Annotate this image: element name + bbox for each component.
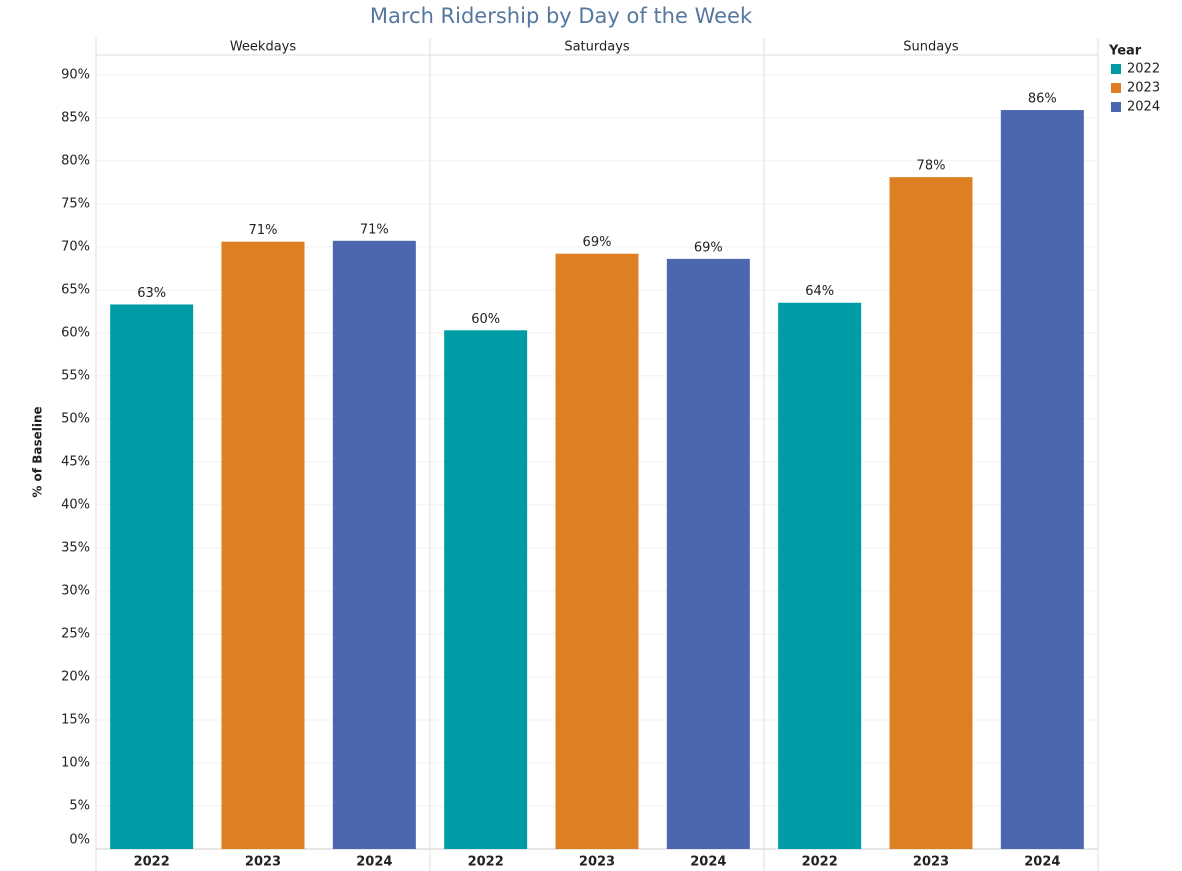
- legend-label: 2022: [1127, 62, 1160, 77]
- bar: [110, 304, 194, 849]
- y-tick-label: 10%: [61, 755, 90, 770]
- x-tick-label: 2024: [356, 855, 392, 870]
- y-axis-title: % of Baseline: [31, 406, 45, 497]
- legend-label: 2024: [1127, 100, 1160, 115]
- value-label: 69%: [694, 240, 723, 255]
- y-tick-label: 0%: [69, 833, 90, 848]
- value-label: 64%: [805, 284, 834, 299]
- y-tick-label: 65%: [61, 282, 90, 297]
- bar: [444, 330, 528, 850]
- x-tick-label: 2023: [579, 855, 615, 870]
- x-tick-label: 2023: [245, 855, 281, 870]
- legend-swatch: [1111, 64, 1121, 74]
- x-tick-label: 2023: [913, 855, 949, 870]
- x-tick-label: 2022: [134, 855, 170, 870]
- x-tick-label: 2024: [690, 855, 726, 870]
- y-tick-label: 75%: [61, 196, 90, 211]
- y-tick-label: 30%: [61, 583, 90, 598]
- value-label: 86%: [1028, 92, 1057, 107]
- value-label: 69%: [583, 235, 612, 250]
- y-tick-label: 60%: [61, 325, 90, 340]
- y-tick-label: 70%: [61, 239, 90, 254]
- x-tick-label: 2022: [802, 855, 838, 870]
- legend-swatch: [1111, 102, 1121, 112]
- y-tick-label: 5%: [69, 798, 90, 813]
- y-tick-label: 50%: [61, 411, 90, 426]
- chart-title: March Ridership by Day of the Week: [370, 4, 753, 28]
- y-tick-label: 35%: [61, 540, 90, 555]
- legend-title: Year: [1108, 44, 1142, 59]
- panel-header: Sundays: [903, 40, 959, 55]
- panel-header: Saturdays: [564, 40, 630, 55]
- y-tick-label: 55%: [61, 368, 90, 383]
- value-label: 78%: [917, 159, 946, 174]
- y-tick-label: 90%: [61, 67, 90, 82]
- bar: [889, 177, 973, 850]
- y-tick-label: 40%: [61, 497, 90, 512]
- y-tick-label: 20%: [61, 669, 90, 684]
- value-label: 63%: [137, 286, 166, 301]
- y-tick-label: 85%: [61, 110, 90, 125]
- value-label: 60%: [471, 312, 500, 327]
- y-tick-label: 80%: [61, 153, 90, 168]
- bar: [666, 258, 750, 850]
- bar: [221, 241, 305, 849]
- panel-header: Weekdays: [230, 40, 297, 55]
- x-tick-label: 2024: [1024, 855, 1060, 870]
- x-tick-label: 2022: [468, 855, 504, 870]
- legend-label: 2023: [1127, 81, 1160, 96]
- y-tick-label: 15%: [61, 712, 90, 727]
- bar: [332, 240, 416, 850]
- y-tick-label: 45%: [61, 454, 90, 469]
- y-tick-label: 25%: [61, 626, 90, 641]
- bar: [555, 253, 639, 849]
- bar: [778, 302, 862, 849]
- value-label: 71%: [249, 223, 278, 238]
- legend-swatch: [1111, 83, 1121, 93]
- bar: [1000, 110, 1084, 850]
- value-label: 71%: [360, 222, 389, 237]
